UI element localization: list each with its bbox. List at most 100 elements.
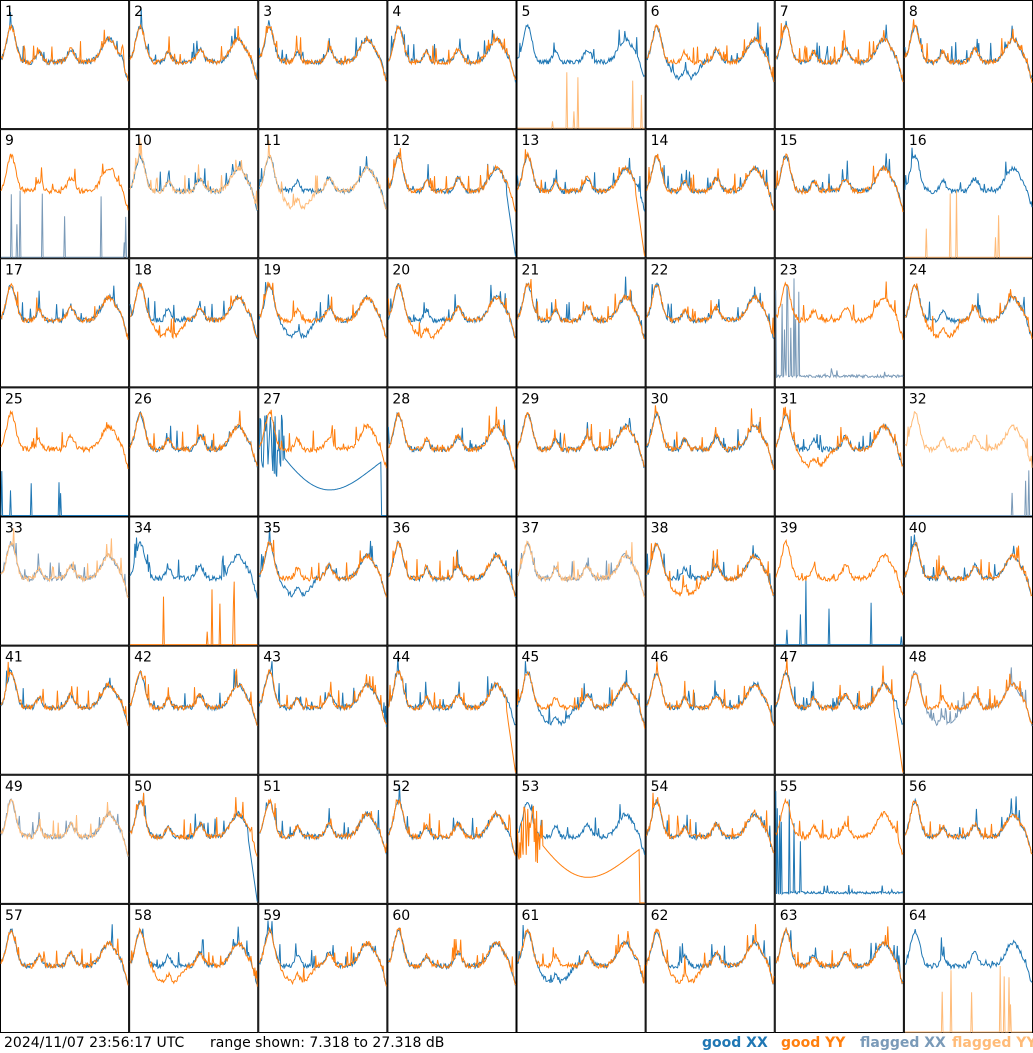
panel-60: 60 (387, 903, 517, 1033)
panel-48: 48 (903, 645, 1033, 775)
series-xx-good (517, 23, 645, 78)
series-yy-good (775, 797, 904, 856)
series-xx-good (775, 580, 903, 646)
panel-frame (516, 516, 646, 646)
panel-frame (258, 645, 388, 775)
series-yy-good (0, 282, 129, 340)
panel-frame (903, 516, 1033, 646)
panel-frame (129, 387, 259, 517)
panel-10: 10 (129, 129, 259, 259)
panel-frame (0, 0, 130, 130)
panel-frame (645, 0, 775, 130)
series-xx-good (258, 527, 387, 598)
panel-label: 16 (909, 133, 927, 149)
series-yy-good (388, 406, 516, 470)
series-xx-flagged (775, 278, 904, 379)
series-yy-good (517, 149, 646, 257)
panel-label: 6 (651, 4, 660, 20)
panel-frame (387, 774, 517, 904)
panel-label: 1 (5, 4, 14, 20)
panel-label: 62 (651, 908, 669, 924)
panel-label: 3 (263, 4, 272, 20)
series-yy-good (775, 153, 904, 213)
panel-frame (0, 516, 130, 646)
panel-label: 45 (522, 650, 540, 666)
panel-label: 28 (392, 391, 410, 407)
panel-46: 46 (645, 645, 775, 775)
panel-2: 2 (129, 0, 259, 130)
series-yy-good (387, 927, 516, 986)
series-yy-good (517, 411, 645, 468)
panel-label: 47 (780, 650, 798, 666)
panel-label: 19 (263, 262, 281, 278)
series-yy-good (387, 25, 516, 81)
panel-42: 42 (129, 645, 259, 775)
panel-38: 38 (645, 516, 775, 646)
series-yy-good (517, 928, 646, 984)
series-yy-good (129, 792, 258, 857)
panel-label: 36 (392, 521, 410, 537)
series-yy-good (646, 542, 775, 597)
panel-58: 58 (129, 903, 259, 1033)
series-yy-good (259, 539, 387, 598)
panel-label: 14 (651, 133, 669, 149)
series-yy-flagged (0, 528, 129, 598)
panel-frame (903, 387, 1033, 517)
series-xx-good (775, 791, 904, 896)
series-xx-good (904, 928, 1033, 983)
panel-label: 58 (134, 908, 152, 924)
series-yy-good (129, 668, 258, 727)
panel-label: 31 (780, 391, 798, 407)
panel-label: 49 (5, 779, 23, 795)
series-yy-good (387, 283, 516, 340)
panel-34: 34 (129, 516, 259, 646)
panel-32: 32 (903, 387, 1033, 517)
panel-frame (387, 903, 517, 1033)
panel-54: 54 (645, 774, 775, 904)
series-yy-good (129, 282, 258, 340)
panel-frame (0, 258, 130, 388)
series-yy-good (775, 281, 904, 340)
series-yy-good (258, 669, 387, 725)
panel-frame (258, 774, 388, 904)
panel-9: 9 (0, 129, 130, 259)
series-yy-flagged (517, 72, 645, 129)
panel-26: 26 (129, 387, 259, 517)
series-yy-good (646, 24, 775, 83)
panel-label: 30 (651, 391, 669, 407)
panel-label: 48 (909, 650, 927, 666)
legend-flagged-xx: flagged XX (860, 1035, 946, 1051)
panel-18: 18 (129, 258, 259, 388)
range-text: range shown: 7.318 to 27.318 dB (210, 1035, 445, 1051)
panel-label: 60 (392, 908, 410, 924)
series-xx-good (129, 537, 258, 599)
panel-frame (774, 774, 904, 904)
panel-label: 63 (780, 908, 798, 924)
panel-13: 13 (516, 129, 646, 259)
series-yy-good (130, 581, 258, 646)
panel-57: 57 (0, 903, 130, 1033)
panel-frame (774, 903, 904, 1033)
panel-43: 43 (258, 645, 388, 775)
panel-label: 20 (392, 262, 410, 278)
panel-33: 33 (0, 516, 130, 646)
series-yy-good (0, 153, 129, 211)
panel-label: 59 (263, 908, 281, 924)
panel-label: 54 (651, 779, 669, 795)
panel-label: 42 (134, 650, 152, 666)
series-yy-good (646, 792, 775, 854)
panel-24: 24 (903, 258, 1033, 388)
panel-frame (516, 258, 646, 388)
panel-44: 44 (387, 645, 517, 775)
panel-31: 31 (774, 387, 904, 517)
panel-label: 35 (263, 521, 281, 537)
series-yy-good (646, 405, 775, 471)
panel-label: 27 (263, 391, 281, 407)
series-yy-good (646, 661, 775, 726)
panel-frame (903, 0, 1033, 130)
panel-frame (387, 516, 517, 646)
panel-36: 36 (387, 516, 517, 646)
panel-frame (645, 903, 775, 1033)
panel-61: 61 (516, 903, 646, 1033)
series-yy-good (646, 924, 775, 985)
